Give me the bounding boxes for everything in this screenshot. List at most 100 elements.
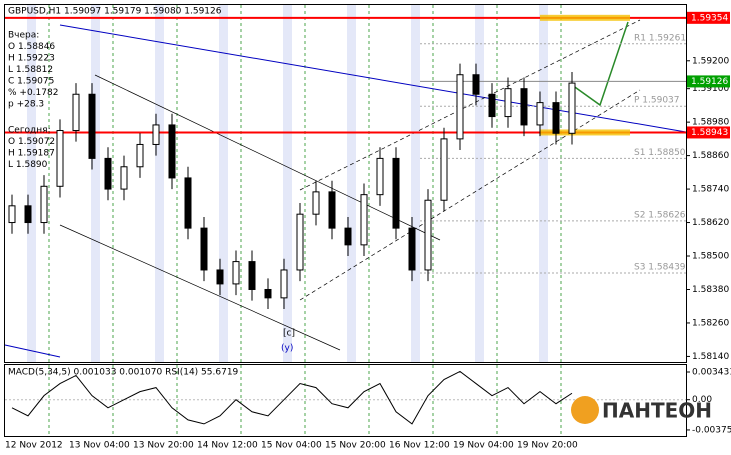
candle-body [40,185,48,224]
session-band [91,5,100,362]
candle-body [424,199,432,271]
candle-body [264,288,272,299]
candle-body [536,102,544,126]
indicator-title: MACD(5,34,5) 0.001033 0.001070 RSI(14) 5… [8,368,239,378]
candle-body [520,88,528,126]
x-tick-label: 19 Nov 04:00 [453,441,514,451]
candle-body [200,227,208,271]
trend-line [59,24,687,133]
chart-title: GBPUSD,H1 1.59097 1.59179 1.59080 1.5912… [8,7,222,17]
candle-body [392,157,400,229]
x-tick-label: 13 Nov 04:00 [69,441,130,451]
x-tick-label: 15 Nov 04:00 [261,441,322,451]
x-tick-label: 15 Nov 20:00 [325,441,386,451]
candle-body [440,138,448,201]
candle-body [248,261,256,290]
level-label: 1.58943 [691,128,728,138]
x-tick-label: 12 Nov 2012 [5,441,63,451]
session-band [219,5,228,362]
y-tick-label: -0.00375 [692,425,731,435]
info-text: O 1.58846 [8,42,55,52]
trend-line [4,344,61,358]
pivot-label: S1 1.58850 [634,148,686,158]
pivot-label: S2 1.58626 [634,210,686,220]
session-band [27,5,36,362]
level-label-box [687,75,730,88]
y-tick-label: 1.58380 [692,285,729,295]
info-text: Вчера: [8,31,39,41]
candle-body [184,177,192,229]
candle-body [24,205,32,224]
candle-body [280,269,288,299]
annotation: [c] [283,329,295,339]
session-band [539,5,548,362]
indicator-frame [4,364,687,437]
channel-line [299,19,641,191]
y-tick-label: 1.58740 [692,185,729,195]
channel-line [59,224,341,351]
candle-body [136,143,144,168]
pivot-label: S3 1.58439 [634,263,686,273]
annotation: (y) [281,344,293,354]
candle-body [328,191,336,229]
y-tick-label: 1.58980 [692,118,729,128]
session-band [155,5,164,362]
session-band [347,5,356,362]
candle-body [216,269,224,285]
info-text: p +28.3 [8,100,44,110]
info-text: H 1.59187 [8,149,55,159]
candle-body [472,74,480,95]
candle-body [8,205,16,224]
candle-body [376,157,384,196]
forecast-line [571,21,629,107]
x-tick-label: 14 Nov 12:00 [197,441,258,451]
logo-icon [571,396,599,424]
candle-body [504,88,512,118]
y-tick-label: 1.58860 [692,151,729,161]
x-tick-label: 19 Nov 20:00 [517,441,578,451]
x-tick-label: 13 Nov 20:00 [133,441,194,451]
level-label-box [687,126,730,139]
candle-body [344,227,352,246]
candle-body [456,74,464,140]
info-text: % +0.1782 [8,88,58,98]
candle-body [72,93,80,132]
channel-line [94,74,441,241]
x-tick-label: 16 Nov 12:00 [389,441,450,451]
y-tick-label: 0.00 [692,395,712,405]
info-text: H 1.59223 [8,54,55,64]
channel-line [299,89,641,301]
info-text: O 1.59072 [8,137,55,147]
y-tick-label: 1.58620 [692,218,729,228]
level-label: 1.59354 [691,13,728,23]
highlight [540,129,630,136]
y-tick-label: 1.59200 [692,56,729,66]
session-band [475,5,484,362]
candle-body [312,191,320,215]
indicator-line [11,370,573,425]
y-tick-label: 1.58140 [692,352,729,362]
y-tick-label: 0.003431 [692,368,731,378]
candle-body [104,157,112,190]
logo: ПАНТЕОН [571,396,712,424]
session-band [283,5,292,362]
info-text: C 1.59075 [8,77,54,87]
candle-body [568,82,576,134]
candle-body [232,261,240,285]
info-text: L 1.5890 [8,160,48,170]
candle-body [360,194,368,246]
level-label: 1.59126 [691,77,728,87]
candle-body [488,93,496,118]
pivot-label: P 1.59037 [634,96,680,106]
candle-body [88,93,96,159]
candle-body [152,124,160,145]
candle-body [56,130,64,187]
session-band [411,5,420,362]
main-frame [4,4,687,363]
info-text: Сегодня: [8,126,51,136]
pivot-label: R1 1.59261 [634,33,686,43]
candle-body [168,124,176,179]
highlight [540,14,630,21]
level-label-box [687,11,730,24]
